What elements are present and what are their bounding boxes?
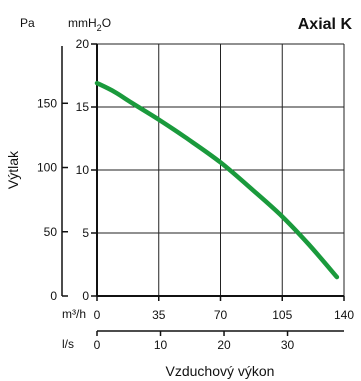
ls-tick-label: 20 xyxy=(217,338,231,352)
x-unit-ls-label: l/s xyxy=(62,337,74,351)
m3h-tick-label: 140 xyxy=(334,308,354,322)
ls-tick-label: 30 xyxy=(281,338,295,352)
mmh2o-sub: 2 xyxy=(97,23,102,33)
grid xyxy=(96,43,345,297)
axes xyxy=(61,43,345,336)
m3h-tick-label: 105 xyxy=(272,308,292,322)
mmh2o-base: mmH xyxy=(68,16,97,30)
x-axis-title: Vzduchový výkon xyxy=(166,363,275,379)
ls-tick-label: 0 xyxy=(94,338,101,352)
m3h-tick-label: 35 xyxy=(152,308,166,322)
labels-layer: 0 50 100 150 0 5 10 15 20 0 35 70 105 140 0 10 20 30 m³/h l… xyxy=(5,16,354,379)
series-line-0 xyxy=(94,80,340,280)
pa-tick-label: 150 xyxy=(37,96,57,110)
y-unit-mmh2o-label: mmH2O xyxy=(68,16,111,33)
chart-title: Axial K xyxy=(298,16,353,33)
mmh2o-tick-label: 10 xyxy=(76,163,90,177)
pa-tick-label: 100 xyxy=(37,161,57,175)
mmh2o-tail: O xyxy=(102,16,111,30)
mmh2o-tick-label: 15 xyxy=(76,100,90,114)
series-layer xyxy=(94,80,340,280)
pa-tick-label: 0 xyxy=(50,289,57,303)
mmh2o-tick-label: 0 xyxy=(82,289,89,303)
mmh2o-tick-label: 20 xyxy=(76,37,90,51)
pa-tick-label: 50 xyxy=(44,225,58,239)
m3h-tick-label: 0 xyxy=(94,308,101,322)
y-unit-pa-label: Pa xyxy=(20,16,35,30)
ls-tick-label: 10 xyxy=(154,338,168,352)
x-unit-m3h-label: m³/h xyxy=(62,307,86,321)
m3h-tick-label: 70 xyxy=(214,308,228,322)
y-axis-title: Výtlak xyxy=(5,150,21,189)
mmh2o-tick-label: 5 xyxy=(82,226,89,240)
